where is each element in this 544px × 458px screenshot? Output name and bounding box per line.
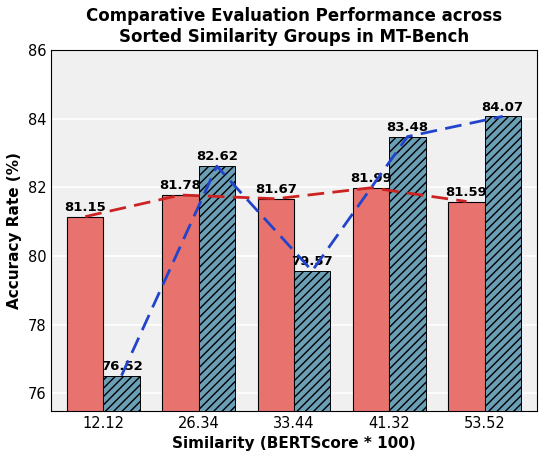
Text: 76.52: 76.52 [101, 360, 143, 373]
Bar [103, 376, 140, 411]
Bar [258, 199, 294, 411]
Text: 84.07: 84.07 [482, 101, 524, 114]
Text: 81.78: 81.78 [160, 179, 201, 192]
Bar [353, 188, 390, 411]
Text: 79.57: 79.57 [292, 255, 333, 268]
Bar [67, 217, 103, 411]
Text: 81.15: 81.15 [64, 201, 106, 214]
Y-axis label: Accuracy Rate (%): Accuracy Rate (%) [7, 152, 22, 309]
Bar [485, 116, 521, 411]
Bar [390, 136, 425, 411]
Text: 82.62: 82.62 [196, 150, 238, 164]
Text: 81.67: 81.67 [255, 183, 297, 196]
Bar [199, 166, 235, 411]
Text: 81.59: 81.59 [446, 186, 487, 199]
Text: 83.48: 83.48 [386, 121, 429, 134]
X-axis label: Similarity (BERTScore * 100): Similarity (BERTScore * 100) [172, 436, 416, 451]
Bar [163, 195, 199, 411]
Text: 81.99: 81.99 [350, 172, 392, 185]
Bar [448, 202, 485, 411]
Bar [294, 271, 330, 411]
Title: Comparative Evaluation Performance across
Sorted Similarity Groups in MT-Bench: Comparative Evaluation Performance acros… [86, 7, 502, 46]
